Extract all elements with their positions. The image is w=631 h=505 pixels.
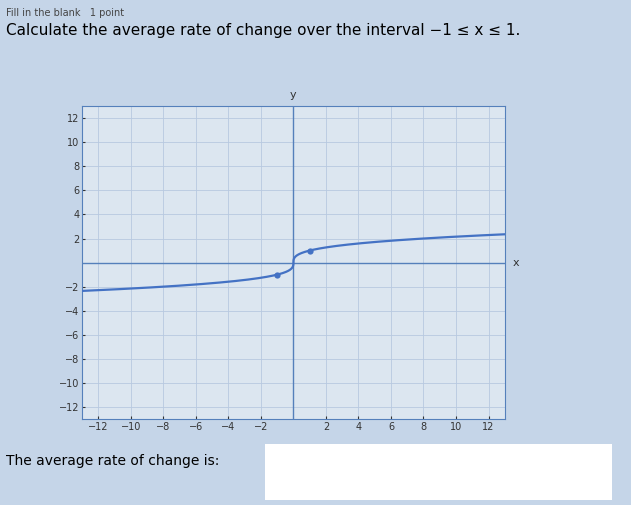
Text: Calculate the average rate of change over the interval −1 ≤ x ≤ 1.: Calculate the average rate of change ove…: [6, 23, 521, 38]
FancyBboxPatch shape: [247, 441, 629, 503]
Text: type your answer...: type your answer...: [279, 466, 399, 479]
Text: The average rate of change is:: The average rate of change is:: [6, 454, 220, 469]
Text: x: x: [513, 258, 519, 268]
Text: Fill in the blank   1 point: Fill in the blank 1 point: [6, 8, 124, 18]
Text: y: y: [290, 90, 297, 100]
